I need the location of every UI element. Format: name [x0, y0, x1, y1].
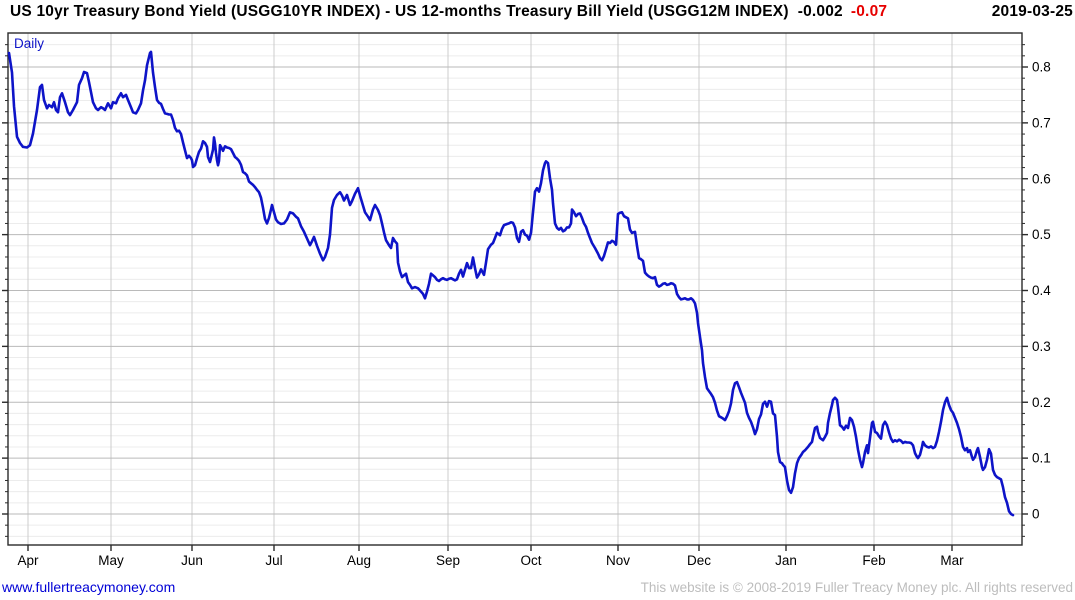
month-label: Nov	[606, 553, 630, 568]
title-value: -0.002	[797, 3, 843, 20]
title-value-red: -0.07	[850, 3, 888, 20]
y-tick-label: 0.6	[1032, 171, 1051, 186]
y-tick-label: 0.3	[1032, 339, 1051, 354]
footer: www.fullertreacymoney.com This website i…	[2, 577, 1073, 595]
chart-title: US 10yr Treasury Bond Yield (USGG10YR IN…	[10, 3, 1073, 27]
month-label: Feb	[862, 553, 885, 568]
month-label: May	[98, 553, 124, 568]
y-tick-label: 0.1	[1032, 451, 1051, 466]
month-label: Jun	[181, 553, 203, 568]
interval-label: Daily	[14, 36, 44, 51]
month-label: Aug	[347, 553, 371, 568]
title-text: US 10yr Treasury Bond Yield (USGG10YR IN…	[10, 3, 789, 20]
month-label: Mar	[940, 553, 964, 568]
month-label: Sep	[436, 553, 460, 568]
month-label: Jan	[775, 553, 797, 568]
title-date: 2019-03-25	[991, 3, 1073, 20]
y-tick-label: 0.7	[1032, 115, 1051, 130]
y-tick-label: 0.2	[1032, 395, 1051, 410]
y-tick-label: 0.4	[1032, 283, 1051, 298]
month-label: Apr	[17, 553, 39, 568]
y-tick-label: 0	[1032, 507, 1040, 522]
y-tick-label: 0.8	[1032, 60, 1051, 75]
month-label: Jul	[265, 553, 282, 568]
website-link[interactable]: www.fullertreacymoney.com	[2, 579, 176, 595]
plot-border	[7, 32, 1023, 546]
copyright-text: This website is © 2008-2019 Fuller Treac…	[640, 580, 1073, 595]
series-line	[7, 50, 1015, 517]
y-tick-label: 0.5	[1032, 227, 1051, 242]
month-label: Oct	[520, 553, 541, 568]
month-label: Dec	[687, 553, 711, 568]
